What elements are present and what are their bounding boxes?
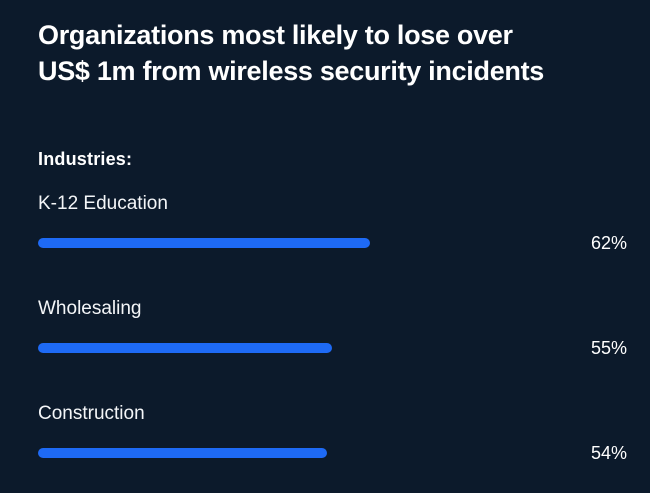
bar-track (38, 343, 573, 353)
bar-fill (38, 238, 370, 248)
value-label: 54% (590, 443, 627, 463)
industry-label: Construction (38, 403, 145, 424)
industries-heading: Industries: (38, 149, 133, 169)
value-label: 62% (590, 233, 627, 253)
bar-track (38, 238, 573, 248)
chart-title: Organizations most likely to lose over U… (38, 17, 627, 89)
bar-row: Construction 54% (38, 402, 627, 463)
bar-fill (38, 343, 333, 353)
bar-line: 55% (38, 338, 627, 358)
bar-line: 62% (38, 233, 627, 253)
bar-track (38, 448, 573, 458)
bar-fill (38, 448, 327, 458)
value-label: 55% (590, 338, 627, 358)
industry-label: Wholesaling (38, 298, 142, 319)
bar-row: Wholesaling 55% (38, 297, 627, 358)
bar-chart: K-12 Education 62% Wholesaling 55% Construct… (38, 192, 627, 463)
chart-title-line-1: Organizations most likely to lose over (38, 20, 513, 50)
bar-line: 54% (38, 443, 627, 463)
chart-title-line-2: US$ 1m from wireless security incidents (38, 56, 545, 86)
bar-row: K-12 Education 62% (38, 192, 627, 253)
industry-label: K-12 Education (38, 193, 168, 214)
